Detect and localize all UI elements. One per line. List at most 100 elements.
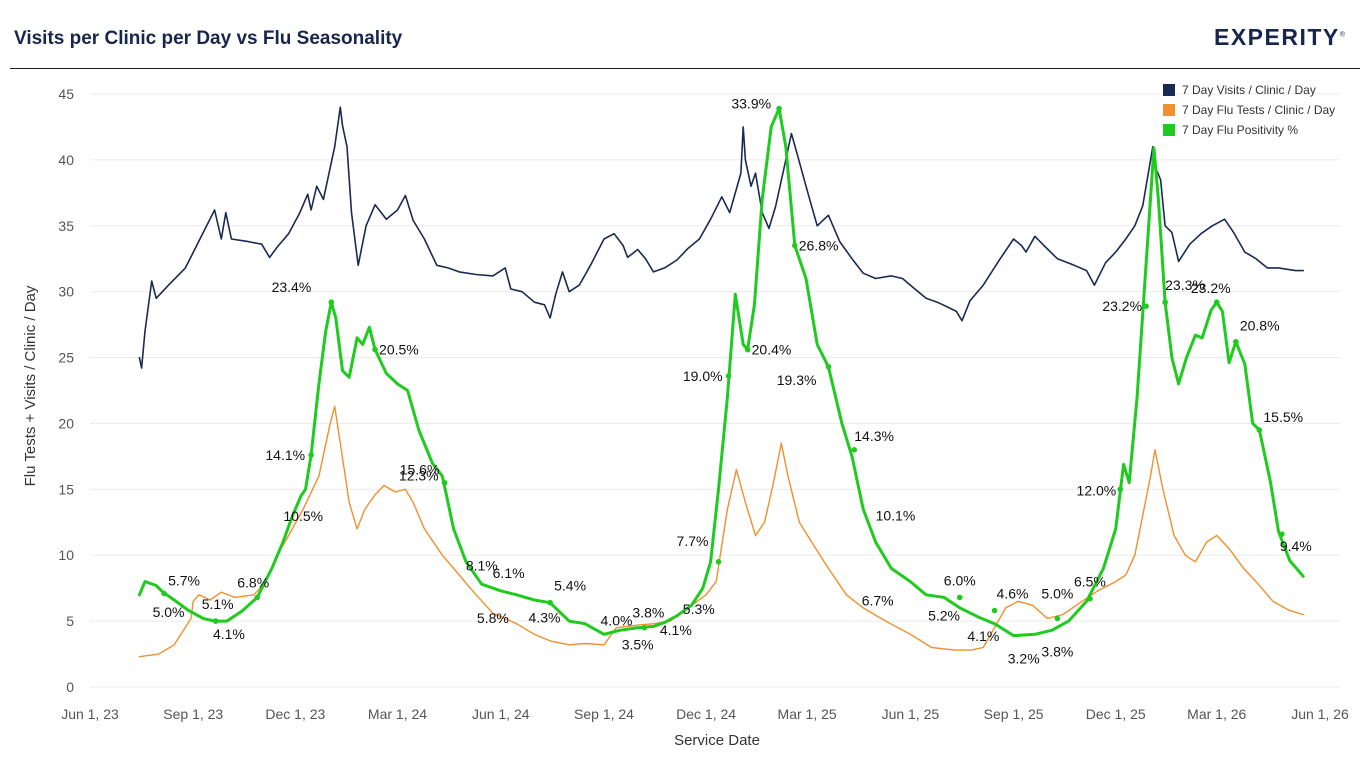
x-tick-label: Mar 1, 26 [1187, 706, 1246, 722]
legend-swatch-visits [1163, 84, 1175, 96]
data-point-marker [1162, 299, 1168, 306]
x-tick-label: Mar 1, 24 [368, 706, 427, 722]
data-point-marker [1143, 303, 1149, 309]
y-tick-label: 35 [58, 218, 74, 234]
data-point-marker [825, 363, 832, 370]
data-label: 3.2% [1008, 651, 1040, 667]
data-label: 5.3% [683, 601, 715, 617]
y-tick-label: 5 [66, 613, 74, 629]
series-line-flu-tests [138, 405, 1304, 658]
y-tick-label: 15 [58, 481, 74, 497]
x-tick-label: Mar 1, 25 [778, 706, 837, 722]
data-point-marker [1117, 486, 1124, 493]
x-tick-label: Dec 1, 25 [1086, 706, 1146, 722]
data-label: 5.8% [477, 610, 509, 626]
data-point-marker [851, 447, 858, 453]
x-tick-label: Sep 1, 24 [574, 706, 634, 722]
data-point-marker [776, 105, 782, 112]
data-point-marker [725, 373, 732, 379]
legend-swatch-flu-positivity [1163, 124, 1175, 136]
data-label: 3.8% [632, 605, 664, 621]
y-tick-label: 45 [58, 86, 74, 102]
data-point-marker [641, 624, 648, 631]
brand-name: EXPERITY [1214, 24, 1340, 50]
data-label: 14.1% [265, 447, 305, 463]
data-label: 23.2% [1191, 280, 1231, 296]
data-label: 6.0% [944, 572, 976, 588]
data-label: 15.5% [1263, 409, 1303, 425]
data-point-marker [744, 346, 751, 353]
data-label: 5.1% [202, 596, 234, 612]
x-tick-label: Sep 1, 25 [984, 706, 1044, 722]
x-tick-label: Dec 1, 23 [265, 706, 325, 722]
data-label: 5.0% [153, 604, 185, 620]
chart-title: Visits per Clinic per Day vs Flu Seasona… [14, 28, 403, 49]
data-label: 3.5% [622, 637, 654, 653]
data-label: 6.5% [1074, 574, 1106, 590]
data-point-marker [1256, 427, 1263, 433]
x-tick-label: Jun 1, 24 [472, 706, 530, 722]
data-label: 5.7% [168, 572, 200, 588]
data-labels: 5.7% 5.0% 5.1% 4.1% 6.8% 14.1% 10.5% 23.4% 20.5%… [153, 95, 1312, 666]
registered-mark: ® [1339, 31, 1347, 39]
data-label: 5.0% [1041, 585, 1073, 601]
data-label: 5.2% [928, 607, 960, 623]
data-point-marker [441, 479, 448, 486]
data-point-marker [254, 594, 261, 601]
data-label: 6.7% [862, 593, 894, 609]
x-axis-title: Service Date [674, 732, 760, 749]
data-label: 23.4% [272, 279, 312, 295]
y-tick-label: 30 [58, 284, 74, 300]
data-label: 26.8% [799, 238, 839, 254]
data-point-marker [547, 599, 553, 606]
data-label: 23.2% [1102, 298, 1142, 314]
data-label: 6.1% [493, 565, 525, 581]
data-label: 10.1% [876, 508, 916, 524]
data-label: 33.9% [731, 95, 771, 111]
data-label: 4.6% [997, 586, 1029, 602]
data-point-marker [1213, 299, 1220, 306]
series-line-flu-positivity [137, 107, 1305, 638]
data-label: 14.3% [854, 428, 894, 444]
data-label: 20.5% [379, 342, 419, 358]
data-label: 4.3% [529, 609, 561, 625]
x-tick-label: Jun 1, 23 [61, 706, 119, 722]
axes: 0 5 10 15 20 25 30 35 40 45 Jun 1, 23 Sep 1, 23 Dec … [58, 86, 1349, 722]
data-point-marker [991, 607, 998, 614]
y-axis-title: Flu Tests + Visits / Clinic / Day [22, 285, 39, 486]
data-label: 4.1% [213, 626, 245, 642]
data-label: 6.8% [237, 574, 269, 590]
data-point-marker [1087, 595, 1093, 602]
data-label: 5.4% [554, 578, 586, 594]
data-label: 7.7% [677, 533, 709, 549]
series-lines [137, 106, 1305, 658]
data-label: 10.5% [283, 508, 323, 524]
data-label: 23.3% [1165, 277, 1205, 293]
y-tick-label: 40 [58, 152, 74, 168]
y-tick-label: 10 [58, 547, 74, 563]
data-point-marker [161, 590, 167, 597]
legend-label: 7 Day Flu Positivity % [1182, 123, 1298, 137]
data-label: 20.4% [752, 342, 792, 358]
brand-logo: EXPERITY® [1214, 24, 1346, 51]
data-point-marker [1054, 615, 1061, 622]
data-label: 19.3% [777, 372, 817, 388]
data-point-marker [372, 346, 378, 353]
x-tick-label: Jun 1, 26 [1291, 706, 1349, 722]
y-tick-label: 25 [58, 350, 74, 366]
data-label: 19.0% [683, 368, 723, 384]
data-point-marker [1233, 338, 1239, 345]
legend-label: 7 Day Flu Tests / Clinic / Day [1182, 103, 1335, 117]
series-line-visits [138, 106, 1304, 369]
legend-swatch-flu-tests [1163, 104, 1175, 116]
grid-lines [90, 93, 1340, 688]
data-label: 12.3% [399, 468, 439, 484]
data-point-marker [308, 452, 314, 458]
data-point-marker [956, 594, 963, 601]
data-label: 4.1% [967, 628, 999, 644]
x-tick-label: Jun 1, 25 [882, 706, 940, 722]
data-point-marker [1279, 531, 1285, 537]
data-label: 15.6% [400, 462, 440, 478]
data-label: 3.8% [1041, 643, 1073, 659]
